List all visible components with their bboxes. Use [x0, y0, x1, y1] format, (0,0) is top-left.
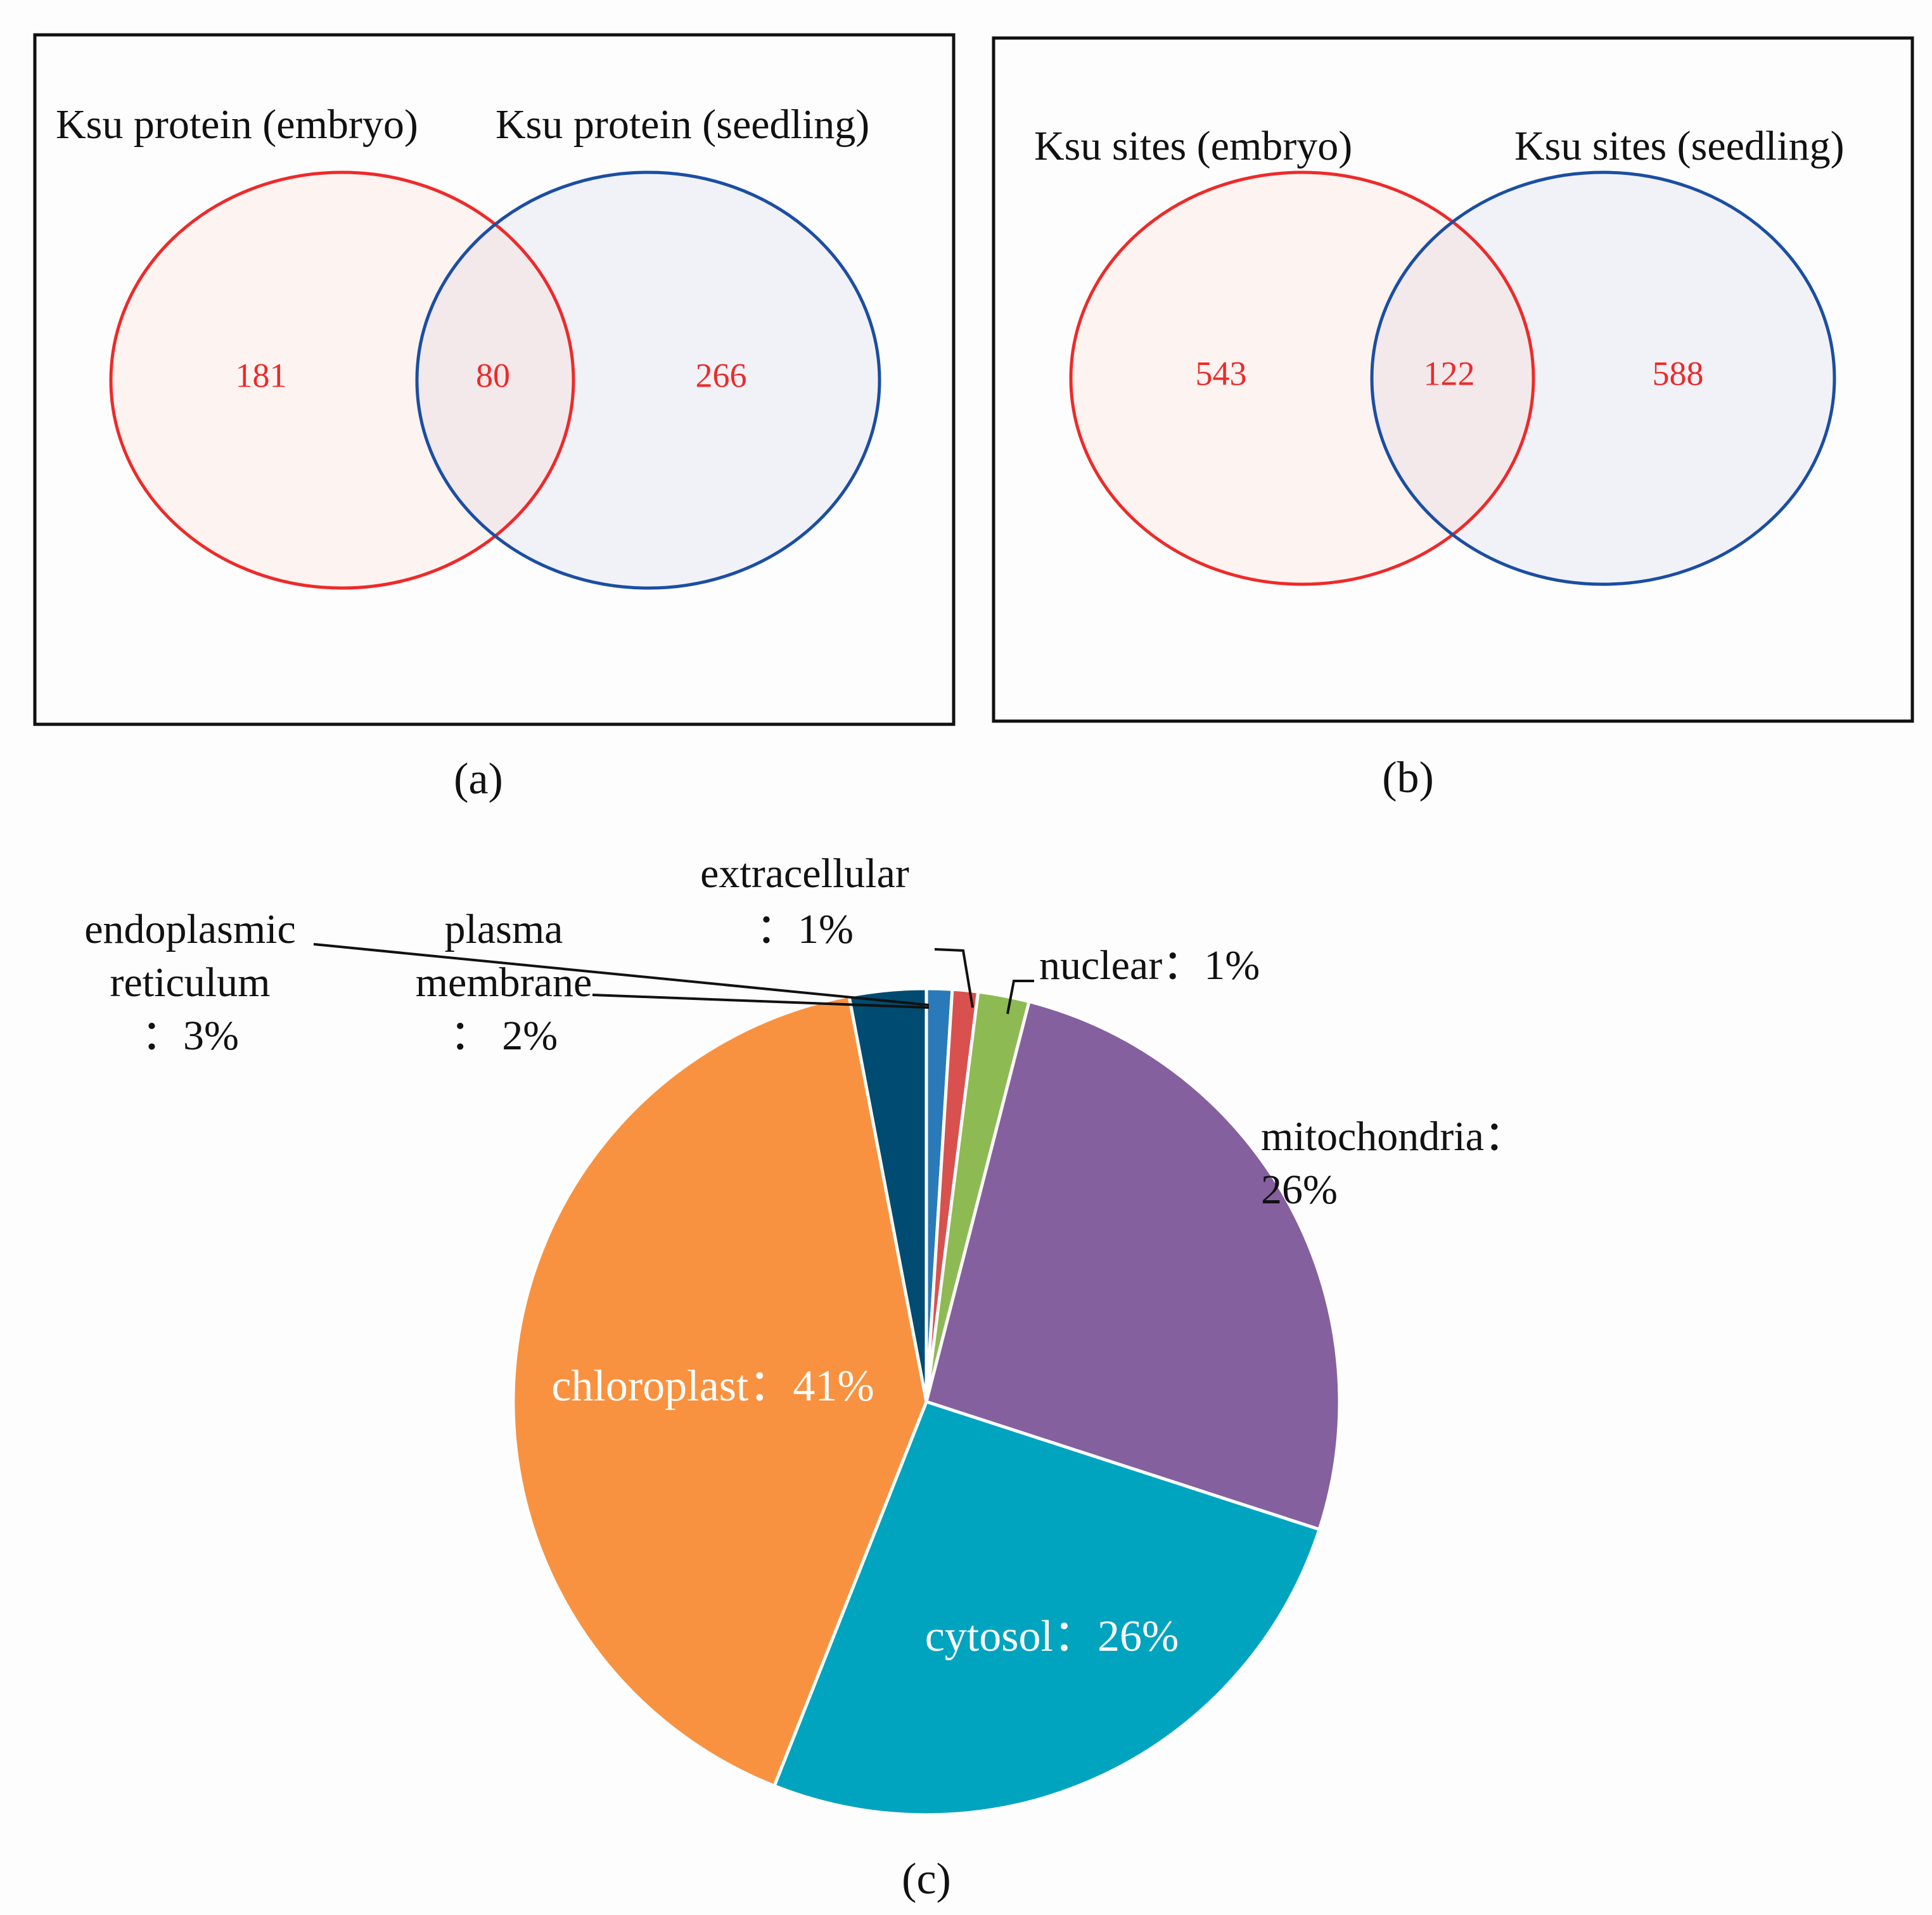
pie-label-plasma-membrane-line-0: plasma [445, 906, 563, 952]
leader-line-endoplasmic-reticulum [313, 943, 930, 1006]
pie-label-mitochondria-line-0: mitochondria： [1261, 1113, 1526, 1160]
venn-b-set2-title: Ksu sites (seedling) [1514, 123, 1845, 169]
pie-slice-cytosol [772, 1399, 1322, 1817]
venn-a-set1-only-count: 181 [236, 356, 287, 394]
venn-b-set1-outline [1069, 170, 1535, 586]
pie-label-chloroplast-line-0: chloroplast：41% [551, 1362, 874, 1411]
venn-a-set1-outline [109, 170, 575, 590]
venn-b-intersection-fill [1372, 172, 1533, 584]
venn-a-set1-title: Ksu protein (embryo) [56, 101, 418, 148]
venn-b-set1-only-count: 543 [1196, 354, 1247, 392]
leader-line-plasma-membrane [592, 994, 930, 1009]
pie-label-mitochondria-line-1: 26% [1261, 1167, 1338, 1213]
venn-a-set2-only-count: 266 [696, 356, 747, 394]
pie-label-extracellular-line-1: ：1% [756, 906, 854, 952]
pie-label-plasma-membrane-line-2: ： 2% [450, 1013, 558, 1059]
pie-slice-endoplasmic-reticulum [847, 987, 928, 1402]
panel-a-frame [33, 33, 956, 726]
venn-a-intersection-fill [417, 172, 573, 588]
pie-slice-chloroplast [511, 994, 928, 1788]
venn-a-set2-title: Ksu protein (seedling) [496, 101, 869, 148]
venn-a-intersection-count: 80 [476, 356, 510, 394]
venn-b-intersection-count: 122 [1424, 354, 1475, 392]
pie-leader-lines [313, 943, 1034, 1015]
venn-b-set2-only-count: 588 [1653, 354, 1704, 392]
venn-b-set1-title: Ksu sites (embryo) [1034, 123, 1352, 169]
pie-labels: extracellular ：1% nuclear：1% plasma membrane… [84, 850, 1526, 1661]
pie-panel-c [511, 987, 1341, 1817]
pie-label-extracellular-line-0: extracellular [700, 850, 909, 897]
panel-b-frame [992, 36, 1914, 723]
venn-b-set2-outline [1370, 170, 1836, 586]
pie-slice-mitochondria [924, 999, 1341, 1532]
pie-label-plasma-membrane-line-1: membrane [416, 959, 592, 1006]
venn-panel-b: Ksu sites (embryo) Ksu sites (seedling) … [992, 36, 1914, 802]
leader-line-extracellular [934, 948, 974, 1008]
pie-label-nuclear-line-0: nuclear：1% [1039, 942, 1260, 989]
pie-label-endoplasmic-reticulum-line-2: ：3% [141, 1013, 239, 1059]
pie-label-cytosol-line-0: cytosol：26% [925, 1612, 1179, 1661]
venn-a-set2-outline [415, 170, 881, 590]
pie-label-endoplasmic-reticulum-line-1: reticulum [110, 959, 271, 1006]
venn-panel-a: Ksu protein (embryo) Ksu protein (seedli… [33, 33, 956, 804]
pie-label-endoplasmic-reticulum-line-0: endoplasmic [84, 906, 296, 952]
panel-c-label: (c) [902, 1855, 951, 1904]
panel-a-label: (a) [454, 755, 503, 804]
leader-line-nuclear [1006, 980, 1034, 1015]
panel-b-label: (b) [1382, 753, 1434, 802]
